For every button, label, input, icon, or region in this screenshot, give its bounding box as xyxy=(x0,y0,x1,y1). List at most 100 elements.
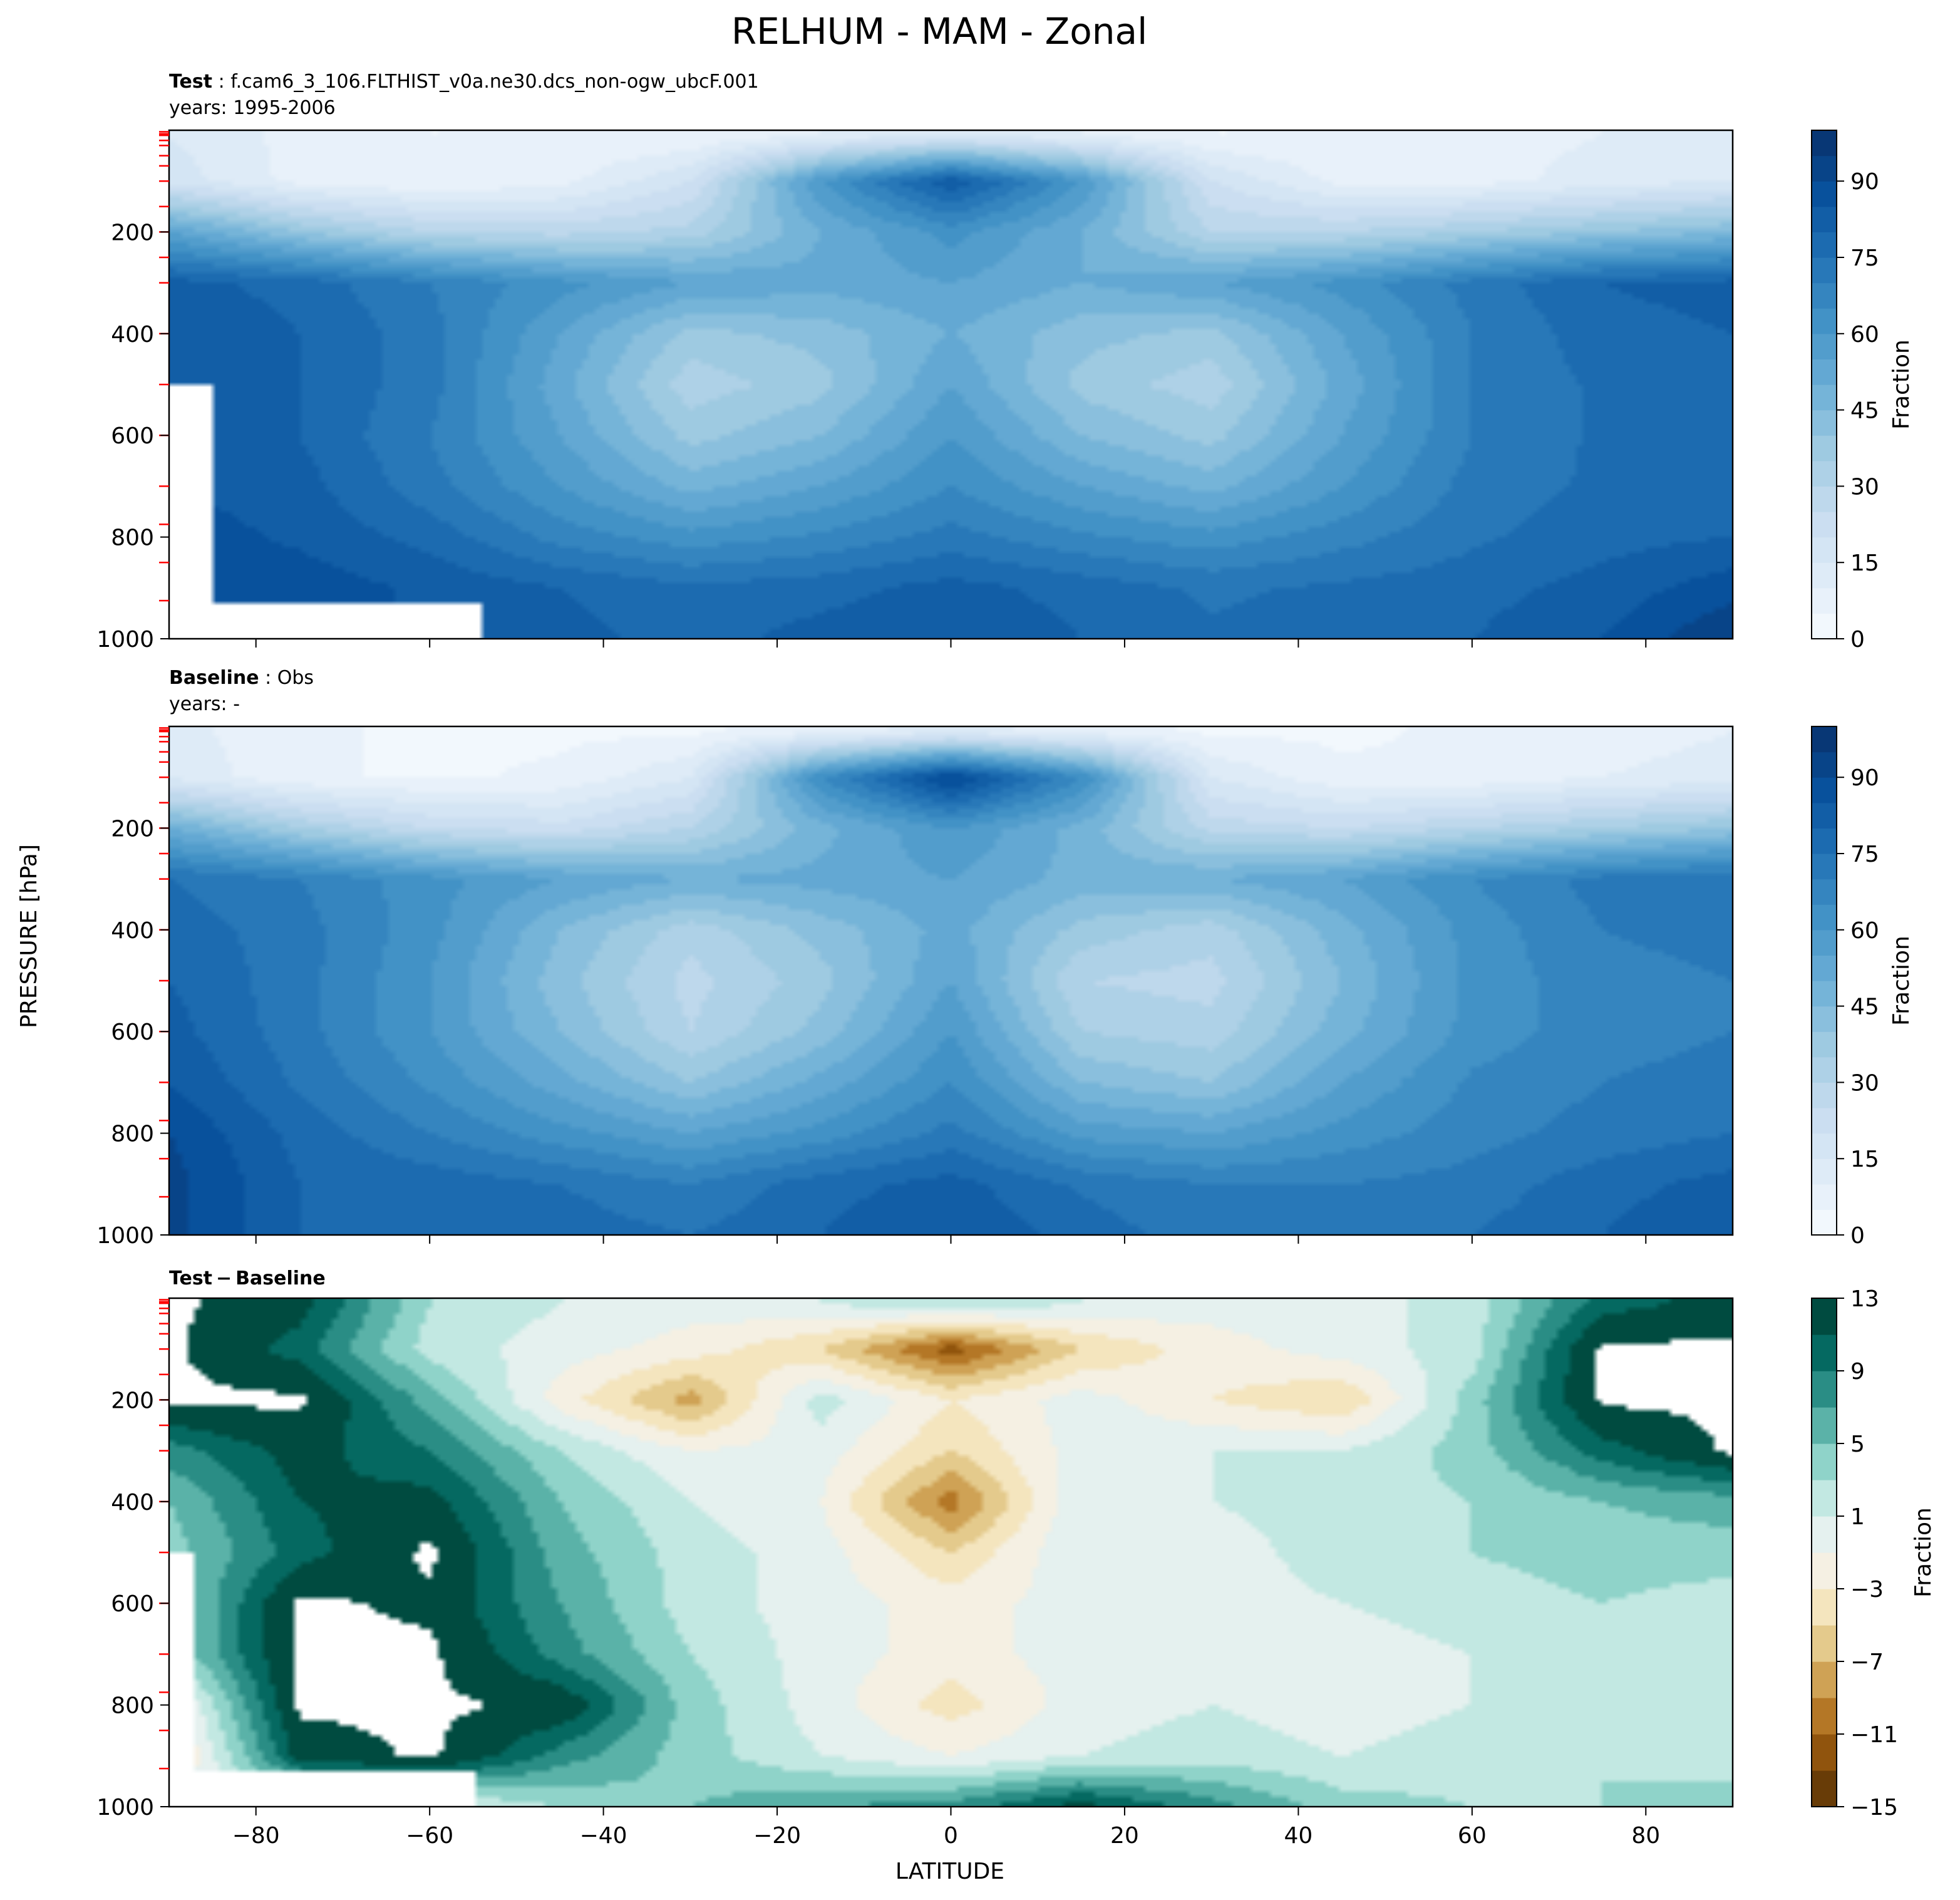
colorbar-tick-label: 60 xyxy=(1850,322,1879,348)
colorbar-segment xyxy=(1812,1443,1837,1480)
x-tick-label: 0 xyxy=(944,1823,958,1849)
colorbar-segment xyxy=(1812,726,1837,753)
colorbar-tick-label: 30 xyxy=(1850,474,1879,500)
colorbar-segment xyxy=(1812,1770,1837,1807)
colorbar-segment xyxy=(1812,460,1837,487)
x-tick-label: −20 xyxy=(753,1823,801,1849)
colorbar-segment xyxy=(1812,1006,1837,1032)
colorbar-segment xyxy=(1812,130,1837,157)
colorbar-tick-label: −11 xyxy=(1850,1722,1898,1748)
colorbar-segment xyxy=(1812,410,1837,436)
colorbar-segment xyxy=(1812,537,1837,563)
colorbar-segment xyxy=(1812,232,1837,258)
colorbar-tick-label: 45 xyxy=(1850,994,1879,1020)
y-tick-label: 800 xyxy=(111,525,154,551)
colorbar-tick-label: −15 xyxy=(1850,1795,1898,1820)
colorbar-segment xyxy=(1812,904,1837,931)
x-axis-label: LATITUDE xyxy=(895,1859,1004,1884)
level-ticks xyxy=(159,1299,169,1770)
colorbar-segment xyxy=(1812,1108,1837,1134)
colorbar-segment xyxy=(1812,1661,1837,1698)
colorbar-segment xyxy=(1812,751,1837,778)
colorbar-segment xyxy=(1812,1698,1837,1735)
colorbar-segment xyxy=(1812,929,1837,956)
panel-header-text: : f.cam6_3_106.FLTHIST_v0a.ne30.dcs_non-… xyxy=(212,71,759,93)
y-tick-label: 600 xyxy=(111,1591,154,1617)
colorbar-tick-label: 75 xyxy=(1850,245,1879,271)
level-ticks xyxy=(159,727,169,1198)
colorbar-segment xyxy=(1812,1589,1837,1626)
colorbar-segment xyxy=(1812,879,1837,905)
colorbar-label: Fraction xyxy=(1889,936,1914,1026)
colorbar-segment xyxy=(1812,802,1837,829)
colorbar-tick-label: 1 xyxy=(1850,1504,1865,1530)
colorbar-segment xyxy=(1812,1159,1837,1185)
colorbar-segment xyxy=(1812,981,1837,1007)
colorbar-segment xyxy=(1812,1209,1837,1236)
colorbar-segment xyxy=(1812,955,1837,981)
colorbar-segment xyxy=(1812,1298,1837,1335)
colorbar-segment xyxy=(1812,359,1837,385)
colorbar-tick-label: 15 xyxy=(1850,1147,1879,1172)
y-tick-label: 1000 xyxy=(96,627,154,653)
colorbar-segment xyxy=(1812,854,1837,880)
panel-years: years: 1995-2006 xyxy=(169,97,336,119)
colorbar-frame xyxy=(1811,726,1837,1236)
colorbar-label: Fraction xyxy=(1889,339,1914,430)
colorbar-segment xyxy=(1812,486,1837,512)
colorbar-segment xyxy=(1812,333,1837,359)
y-tick-label: 1000 xyxy=(96,1223,154,1249)
panel-header-bold: Test xyxy=(169,71,212,93)
colorbar-tick-label: 75 xyxy=(1850,842,1879,867)
x-tick-label: −40 xyxy=(580,1823,627,1849)
colorbar-segment xyxy=(1812,435,1837,462)
colorbar-tick-label: 9 xyxy=(1850,1359,1865,1385)
colorbar-segment xyxy=(1812,1133,1837,1159)
y-tick-label: 200 xyxy=(111,1388,154,1413)
colorbar-segment xyxy=(1812,777,1837,803)
y-tick-label: 400 xyxy=(111,918,154,944)
colorbar-segment xyxy=(1812,257,1837,284)
colorbar-segment xyxy=(1812,562,1837,589)
colorbar-segment xyxy=(1812,1082,1837,1108)
y-tick-label: 600 xyxy=(111,423,154,449)
y-tick-label: 400 xyxy=(111,1490,154,1515)
colorbar-segment xyxy=(1812,1371,1837,1408)
colorbar-tick-label: 15 xyxy=(1850,550,1879,576)
colorbar-tick-label: 30 xyxy=(1850,1070,1879,1096)
panel-header-bold: Baseline xyxy=(169,667,259,689)
x-tick-label: 80 xyxy=(1631,1823,1660,1849)
panel-header: Test − Baseline xyxy=(169,1268,326,1289)
colorbar-segment xyxy=(1812,1407,1837,1444)
colorbar-segment xyxy=(1812,155,1837,182)
colorbar-tick-label: 90 xyxy=(1850,765,1879,791)
y-tick-label: 600 xyxy=(111,1020,154,1045)
y-tick-label: 400 xyxy=(111,322,154,348)
x-tick-label: 40 xyxy=(1284,1823,1313,1849)
colorbar-tick-label: 0 xyxy=(1850,627,1865,653)
colorbar-segment xyxy=(1812,1335,1837,1371)
colorbar-segment xyxy=(1812,512,1837,538)
y-tick-label: 200 xyxy=(111,220,154,245)
colorbar-segment xyxy=(1812,206,1837,232)
colorbar-tick-label: 0 xyxy=(1850,1223,1865,1249)
colorbar-segment xyxy=(1812,1625,1837,1662)
contour-field xyxy=(169,726,1733,1235)
colorbar-segment xyxy=(1812,282,1837,309)
x-tick-label: 60 xyxy=(1458,1823,1487,1849)
colorbar-tick-label: 5 xyxy=(1850,1432,1865,1457)
colorbar-segment xyxy=(1812,181,1837,207)
colorbar-segment xyxy=(1812,1031,1837,1058)
colorbar-segment xyxy=(1812,828,1837,854)
colorbar-tick-label: 13 xyxy=(1850,1286,1879,1312)
colorbar-tick-label: 90 xyxy=(1850,169,1879,195)
contour-field xyxy=(169,130,1733,639)
x-tick-label: −60 xyxy=(406,1823,453,1849)
x-tick-label: −80 xyxy=(232,1823,280,1849)
panel-difference: 200 400 600 800 1000 −80 −60 −40 −20 0 20 40 60 80 Tes… xyxy=(96,1268,1936,1849)
colorbar-segment xyxy=(1812,1184,1837,1210)
panel-years: years: - xyxy=(169,693,240,715)
colorbar-tick-label: −7 xyxy=(1850,1650,1884,1675)
